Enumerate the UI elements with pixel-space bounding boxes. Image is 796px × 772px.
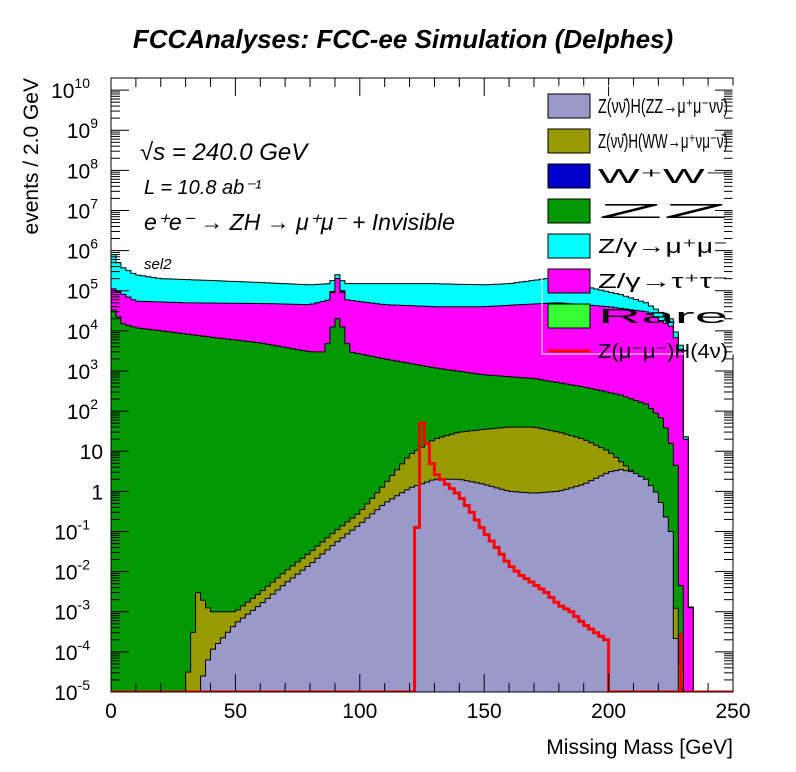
y-tick-label: 10-5 xyxy=(54,677,90,705)
x-tick-label: 50 xyxy=(224,700,247,723)
y-tick-label: 105 xyxy=(67,276,98,304)
legend-swatch xyxy=(547,163,591,189)
legend-label: Rare xyxy=(598,306,728,328)
x-tick-label: 200 xyxy=(591,700,626,723)
legend-swatch xyxy=(547,268,591,294)
annotation-selection: sel2 xyxy=(144,256,172,273)
y-tick-label: 10-3 xyxy=(54,597,90,625)
annotation-process: e⁺e⁻ → ZH → μ⁺μ⁻ + Invisible xyxy=(144,209,455,235)
y-tick-label: 10-1 xyxy=(54,516,90,544)
y-tick-label: 10 xyxy=(80,441,103,464)
y-tick-label: 104 xyxy=(67,316,98,344)
y-axis-label: events / 2.0 GeV xyxy=(20,78,43,234)
y-tick-label: 1010 xyxy=(51,75,90,103)
signal-histogram xyxy=(111,421,733,692)
y-tick-label: 1 xyxy=(91,481,103,504)
legend-label: Z/γ→τ⁺τ⁻ xyxy=(598,271,728,293)
x-axis: 0 50 100 150 200 250 xyxy=(105,78,751,723)
y-tick-label: 106 xyxy=(67,236,98,264)
x-tick-label: 0 xyxy=(105,700,117,723)
legend-box xyxy=(541,85,734,355)
legend: Z(νν̄)H(ZZ→μ⁺μ⁻νν̄) Z(νν̄)H(WW→μ⁺νμ⁻ν̄) W⁺… xyxy=(541,85,734,363)
x-tick-label: 100 xyxy=(342,700,377,723)
x-axis-label: Missing Mass [GeV] xyxy=(546,736,733,759)
y-tick-label: 10-4 xyxy=(54,637,90,665)
x-tick-label: 250 xyxy=(715,700,750,723)
legend-label: W⁺W⁻ xyxy=(598,166,728,188)
legend-swatch xyxy=(547,233,591,259)
legend-label: Z/γ→μ⁺μ⁻ xyxy=(598,236,728,258)
y-tick-label: 103 xyxy=(67,356,98,384)
chart-title: FCCAnalyses: FCC-ee Simulation (Delphes) xyxy=(133,24,673,54)
legend-swatch xyxy=(547,128,591,154)
histogram-signal xyxy=(111,421,733,692)
y-tick-label: 109 xyxy=(67,115,98,143)
legend-label: Z(νν̄)H(WW→μ⁺νμ⁻ν̄) xyxy=(598,131,728,153)
y-tick-label: 102 xyxy=(67,396,98,424)
legend-label: ZZ xyxy=(598,201,728,223)
legend-swatch xyxy=(547,93,591,119)
x-tick-label: 150 xyxy=(467,700,502,723)
y-tick-label: 107 xyxy=(67,195,98,223)
annotation-lumi: L = 10.8 ab⁻¹ xyxy=(144,177,262,199)
annotation-sqrt-s: √s = 240.0 GeV xyxy=(140,139,309,166)
legend-swatch xyxy=(547,303,591,329)
legend-swatch xyxy=(547,198,591,224)
y-tick-label: 108 xyxy=(67,155,98,183)
legend-label: Z(μ⁻μ⁻)H(4ν) xyxy=(598,341,728,363)
y-tick-label: 10-2 xyxy=(54,557,90,585)
plot-frame xyxy=(110,77,734,693)
legend-label: Z(νν̄)H(ZZ→μ⁺μ⁻νν̄) xyxy=(598,96,728,118)
plot-area xyxy=(111,78,733,692)
annotations: √s = 240.0 GeV L = 10.8 ab⁻¹ e⁺e⁻ → ZH →… xyxy=(140,139,455,273)
histogram-zz_invisible_h xyxy=(111,469,733,692)
stacked-histograms xyxy=(111,254,733,692)
y-axis: 10-5 10-4 10-3 10-2 10-11 10 102 103 104 105 106 10… xyxy=(51,75,733,705)
